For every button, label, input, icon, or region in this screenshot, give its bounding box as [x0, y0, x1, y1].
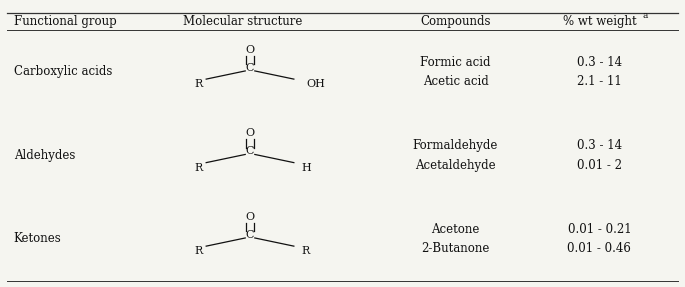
Text: 0.01 - 2: 0.01 - 2 [577, 159, 622, 172]
Text: Acetaldehyde: Acetaldehyde [415, 159, 496, 172]
Text: R: R [195, 79, 203, 89]
Text: Ketones: Ketones [14, 232, 62, 245]
Text: 0.01 - 0.46: 0.01 - 0.46 [567, 242, 632, 255]
Text: OH: OH [306, 79, 325, 89]
Text: Compounds: Compounds [421, 15, 490, 28]
Text: C: C [246, 230, 254, 240]
Text: O: O [245, 129, 255, 138]
Text: 0.3 - 14: 0.3 - 14 [577, 56, 622, 69]
Text: % wt weight: % wt weight [562, 15, 636, 28]
Text: Acetic acid: Acetic acid [423, 75, 488, 88]
Text: Functional group: Functional group [14, 15, 116, 28]
Text: C: C [246, 63, 254, 73]
Text: C: C [246, 146, 254, 156]
Text: R: R [195, 162, 203, 172]
Text: R: R [301, 246, 310, 256]
Text: Formaldehyde: Formaldehyde [413, 139, 498, 152]
Text: Carboxylic acids: Carboxylic acids [14, 65, 112, 78]
Text: Formic acid: Formic acid [421, 56, 490, 69]
Text: 0.01 - 0.21: 0.01 - 0.21 [568, 223, 631, 236]
Text: 0.3 - 14: 0.3 - 14 [577, 139, 622, 152]
Text: Molecular structure: Molecular structure [184, 15, 303, 28]
Text: Aldehydes: Aldehydes [14, 149, 75, 162]
Text: H: H [301, 162, 311, 172]
Text: O: O [245, 45, 255, 55]
Text: a: a [643, 11, 648, 20]
Text: 2.1 - 11: 2.1 - 11 [577, 75, 622, 88]
Text: O: O [245, 212, 255, 222]
Text: 2-Butanone: 2-Butanone [421, 242, 490, 255]
Text: Acetone: Acetone [432, 223, 480, 236]
Text: R: R [195, 246, 203, 256]
